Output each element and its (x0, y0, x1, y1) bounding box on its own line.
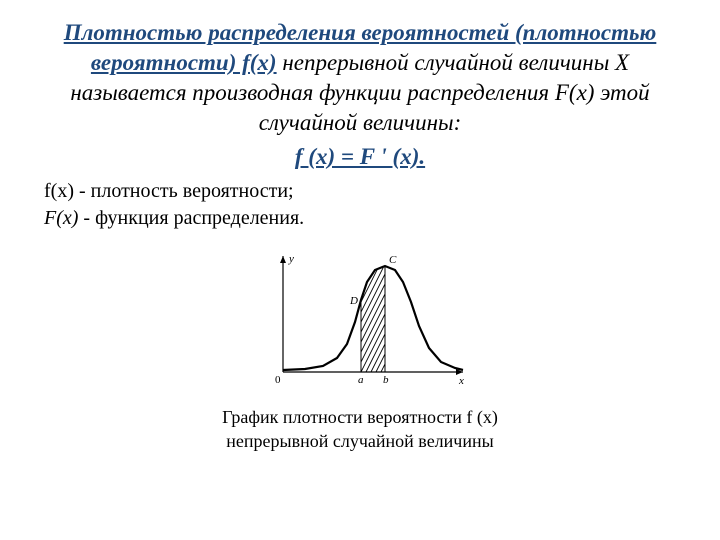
svg-text:0: 0 (275, 374, 281, 386)
definition-fx: f(x) - плотность вероятности; (44, 180, 676, 203)
def1-lhs: f(x) (44, 180, 74, 202)
caption-line-1: График плотности вероятности f (x) (222, 407, 498, 427)
title-Fx: F(x) (555, 80, 595, 105)
formula: f (x) = F ' (x). (44, 144, 676, 170)
svg-text:D: D (349, 295, 358, 307)
caption: График плотности вероятности f (x) непре… (44, 405, 676, 454)
svg-text:x: x (458, 375, 464, 387)
title-text-2: называется производная функции распредел… (70, 80, 555, 105)
svg-text:b: b (383, 374, 389, 386)
slide: Плотностью распределения вероятностей (п… (0, 0, 720, 540)
caption-line-2: непрерывной случайной величины (226, 431, 493, 451)
def1-rhs: - плотность вероятности; (74, 180, 294, 202)
def2-lhs: F(x) (44, 207, 78, 229)
title-text-1: непрерывной случайной величины (277, 50, 615, 75)
density-chart: y x 0 a b C D (245, 244, 475, 394)
svg-text:a: a (358, 374, 364, 386)
definition-Fx: F(x) - функция распределения. (44, 207, 676, 230)
chart-area: y x 0 a b C D График плотности вероятности f (… (44, 244, 676, 454)
svg-text:y: y (288, 253, 294, 265)
title-X: X (615, 50, 629, 75)
title-paragraph: Плотностью распределения вероятностей (п… (44, 18, 676, 138)
svg-text:C: C (389, 254, 397, 266)
def2-rhs: - функция распределения. (78, 207, 304, 229)
